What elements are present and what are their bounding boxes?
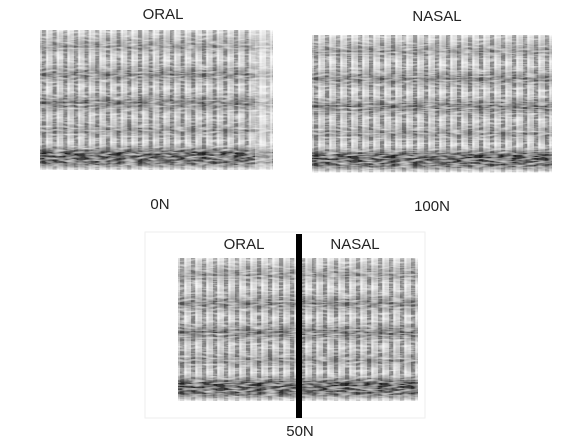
panel-caption: 0N xyxy=(150,196,169,213)
panel-title: ORAL xyxy=(143,6,184,23)
spectrogram xyxy=(40,30,273,170)
panel-frame xyxy=(144,231,426,419)
panel-title: NASAL xyxy=(412,8,461,25)
spectrogram xyxy=(312,35,552,172)
panel-title: NASAL xyxy=(330,236,379,253)
panel-caption: 100N xyxy=(414,198,450,215)
panel-caption: 50N xyxy=(286,423,314,440)
panel-title: ORAL xyxy=(224,236,265,253)
